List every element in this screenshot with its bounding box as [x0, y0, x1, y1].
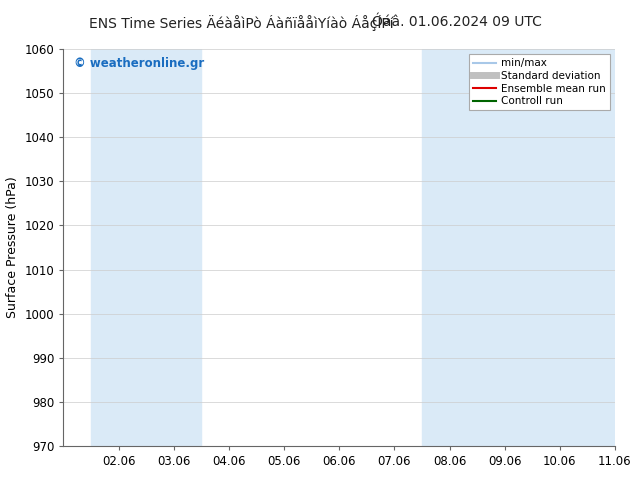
Bar [422, 49, 477, 446]
Bar [146, 49, 202, 446]
Text: Óáâ. 01.06.2024 09 UTC: Óáâ. 01.06.2024 09 UTC [372, 15, 541, 29]
Legend: min/max, Standard deviation, Ensemble mean run, Controll run: min/max, Standard deviation, Ensemble me… [469, 54, 610, 110]
Text: © weatheronline.gr: © weatheronline.gr [74, 57, 205, 70]
Bar [533, 49, 588, 446]
Bar [477, 49, 533, 446]
Y-axis label: Surface Pressure (hPa): Surface Pressure (hPa) [6, 176, 19, 318]
Bar [588, 49, 634, 446]
Bar [91, 49, 146, 446]
Text: ENS Time Series ÄéàåìPò ÁàñïååìYíàò ÁåçÍPí: ENS Time Series ÄéàåìPò ÁàñïååìYíàò ÁåçÍ… [89, 15, 393, 31]
